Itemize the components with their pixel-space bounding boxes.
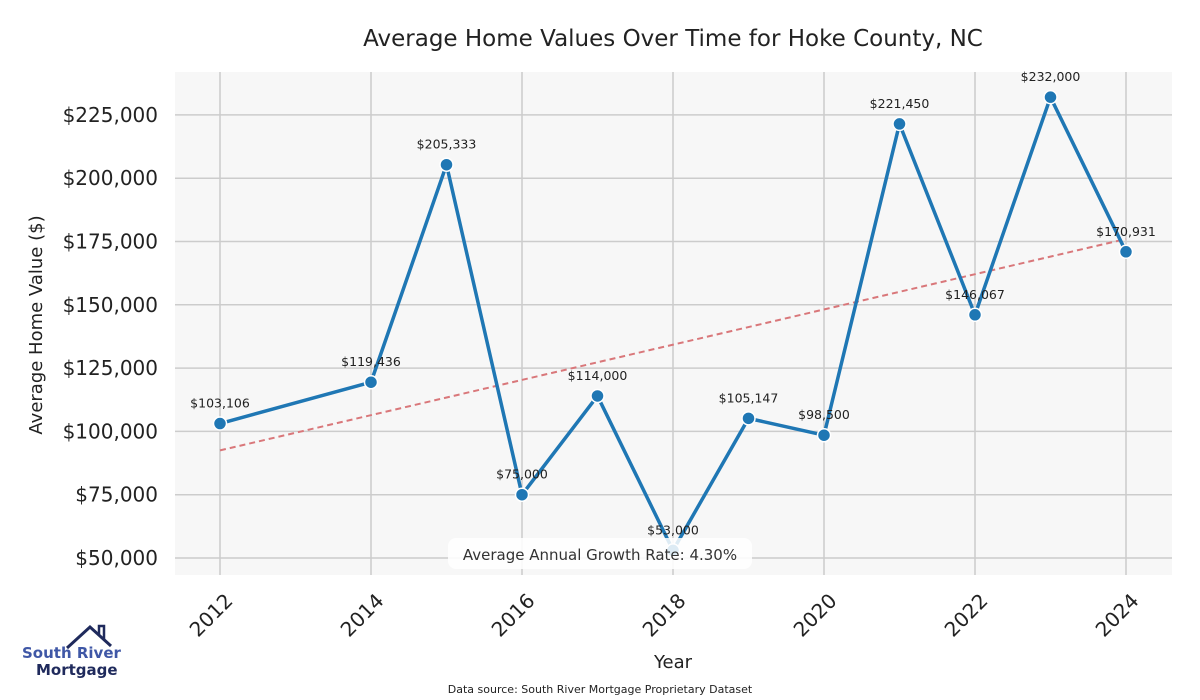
y-tick-label: $225,000 <box>63 103 158 127</box>
y-axis-label: Average Home Value ($) <box>26 215 47 434</box>
x-tick-label: 2020 <box>789 589 842 642</box>
trend-line <box>219 237 1127 452</box>
y-tick-label: $200,000 <box>63 166 158 190</box>
logo-line2: Mortgage <box>36 661 118 679</box>
data-label: $146,067 <box>945 287 1005 302</box>
data-point <box>967 307 983 323</box>
data-label: $119,436 <box>341 354 401 369</box>
logo: South River Mortgage <box>22 622 121 682</box>
data-label: $105,147 <box>719 390 779 405</box>
data-label: $221,450 <box>870 96 930 111</box>
data-label: $53,000 <box>647 522 699 537</box>
data-point <box>741 411 756 426</box>
chart-title: Average Home Values Over Time for Hoke C… <box>363 26 983 52</box>
data-label: $98,500 <box>798 407 850 422</box>
data-point <box>590 388 605 404</box>
annotation-box <box>448 538 752 569</box>
data-label: $205,333 <box>417 137 477 152</box>
house-icon <box>65 624 113 650</box>
data-source: Data source: South River Mortgage Propri… <box>448 683 753 696</box>
growth-rate-annotation: Average Annual Growth Rate: 4.30% <box>463 546 737 564</box>
x-tick-label: 2022 <box>940 589 993 642</box>
x-tick-label: 2024 <box>1091 589 1144 642</box>
x-tick-label: 2016 <box>487 589 540 642</box>
data-point <box>514 487 530 502</box>
y-tick-label: $150,000 <box>63 293 158 317</box>
data-point <box>439 157 454 172</box>
x-tick-label: 2018 <box>638 589 691 642</box>
y-tick-label: $50,000 <box>75 546 158 570</box>
x-axis-label: Year <box>653 652 693 673</box>
y-tick-label: $125,000 <box>63 356 158 380</box>
y-tick-label: $75,000 <box>75 483 158 507</box>
logo-line1: South River <box>22 644 121 662</box>
x-tick-label: 2012 <box>185 589 238 642</box>
data-point <box>816 427 832 443</box>
data-label: $103,106 <box>190 396 250 411</box>
data-point <box>892 116 907 132</box>
data-label: $114,000 <box>568 368 628 383</box>
data-label: $170,931 <box>1096 224 1156 239</box>
data-label: $75,000 <box>496 467 548 482</box>
data-point <box>212 416 228 431</box>
data-label: $232,000 <box>1021 69 1081 84</box>
data-point <box>363 374 379 390</box>
data-point <box>1043 89 1058 105</box>
y-tick-label: $175,000 <box>63 230 158 254</box>
y-tick-label: $100,000 <box>63 419 158 443</box>
x-tick-label: 2014 <box>336 589 389 642</box>
data-point <box>1118 244 1134 260</box>
series-line <box>219 92 1128 555</box>
